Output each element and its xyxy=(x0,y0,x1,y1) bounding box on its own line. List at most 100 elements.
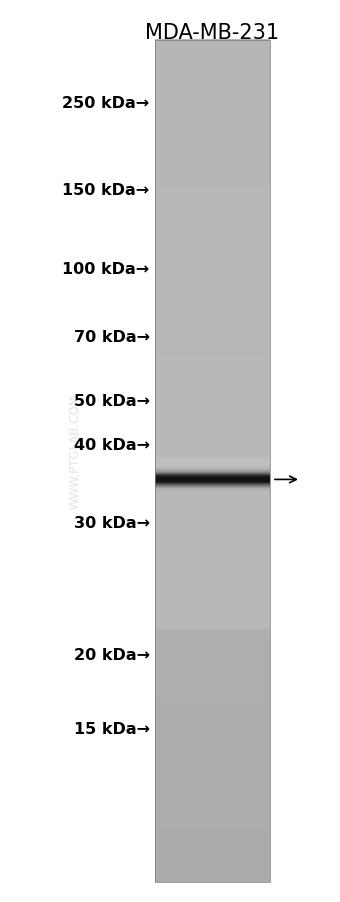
Bar xyxy=(155,345,270,356)
Bar xyxy=(155,476,270,477)
Bar xyxy=(155,485,270,486)
Bar xyxy=(155,468,270,469)
Bar xyxy=(155,155,270,167)
Bar xyxy=(155,478,270,479)
Bar xyxy=(155,492,270,503)
Bar xyxy=(155,629,270,640)
Bar xyxy=(155,839,270,851)
Bar xyxy=(155,807,270,819)
Bar xyxy=(155,187,270,198)
Bar xyxy=(155,166,270,178)
Bar xyxy=(155,103,270,115)
Bar xyxy=(155,492,270,493)
Bar xyxy=(155,555,270,566)
Bar xyxy=(155,460,270,472)
Bar xyxy=(155,502,270,514)
Bar xyxy=(155,473,270,474)
Bar xyxy=(155,470,270,471)
Bar xyxy=(155,366,270,377)
Bar xyxy=(155,469,270,470)
Text: 50 kDa→: 50 kDa→ xyxy=(73,393,150,409)
Bar xyxy=(155,477,270,478)
Bar xyxy=(155,481,270,482)
Bar xyxy=(155,450,270,462)
Bar xyxy=(155,41,270,882)
Bar xyxy=(155,671,270,682)
Text: 30 kDa→: 30 kDa→ xyxy=(73,515,150,530)
Bar xyxy=(155,419,270,430)
Bar xyxy=(155,482,270,492)
Bar xyxy=(155,229,270,241)
Text: 250 kDa→: 250 kDa→ xyxy=(63,97,150,111)
Bar xyxy=(155,467,270,468)
Bar xyxy=(155,471,270,483)
Bar xyxy=(155,324,270,336)
Bar xyxy=(155,477,270,478)
Bar xyxy=(155,861,270,871)
Bar xyxy=(155,51,270,61)
Bar xyxy=(155,281,270,293)
Bar xyxy=(155,480,270,481)
Bar xyxy=(155,335,270,345)
Bar xyxy=(155,734,270,745)
Bar xyxy=(155,124,270,135)
Bar xyxy=(155,481,270,482)
Bar xyxy=(155,470,270,471)
Bar xyxy=(155,486,270,487)
Bar xyxy=(155,387,270,399)
Bar xyxy=(155,208,270,219)
Bar xyxy=(155,292,270,304)
Text: 100 kDa→: 100 kDa→ xyxy=(63,262,150,277)
Bar xyxy=(155,398,270,409)
Bar xyxy=(155,483,270,484)
Text: 15 kDa→: 15 kDa→ xyxy=(73,722,150,736)
Bar xyxy=(155,479,270,480)
Bar xyxy=(155,490,270,491)
Text: WWW.PTGLAB.COM: WWW.PTGLAB.COM xyxy=(68,393,81,509)
Bar xyxy=(155,489,270,490)
Bar xyxy=(155,313,270,325)
Bar xyxy=(155,355,270,367)
Bar xyxy=(155,523,270,535)
Bar xyxy=(155,566,270,577)
Bar xyxy=(155,513,270,524)
Bar xyxy=(155,487,270,488)
Bar xyxy=(155,114,270,124)
Bar xyxy=(155,692,270,704)
Bar xyxy=(155,474,270,475)
Bar xyxy=(155,766,270,777)
Bar xyxy=(155,240,270,251)
Bar xyxy=(155,466,270,467)
Bar xyxy=(155,134,270,146)
Bar xyxy=(155,469,270,470)
Bar xyxy=(155,545,270,556)
Bar xyxy=(155,480,270,481)
Bar xyxy=(155,472,270,473)
Bar xyxy=(155,744,270,756)
Bar xyxy=(155,482,270,483)
Bar xyxy=(155,485,270,486)
Bar xyxy=(155,484,270,485)
Bar xyxy=(155,471,270,472)
Bar xyxy=(155,458,270,468)
Text: 40 kDa→: 40 kDa→ xyxy=(73,437,150,452)
Bar xyxy=(155,776,270,787)
Bar xyxy=(155,818,270,830)
Bar xyxy=(155,597,270,609)
Bar xyxy=(155,534,270,546)
Bar xyxy=(155,71,270,83)
Bar xyxy=(155,491,270,492)
Bar xyxy=(155,829,270,840)
Bar xyxy=(155,713,270,724)
Bar xyxy=(155,850,270,861)
Bar xyxy=(155,488,270,489)
Bar xyxy=(155,479,270,480)
Bar xyxy=(155,487,270,488)
Bar xyxy=(155,586,270,598)
Bar xyxy=(155,640,270,650)
Bar xyxy=(155,660,270,672)
Bar xyxy=(155,649,270,661)
Bar xyxy=(155,145,270,156)
Bar xyxy=(155,492,270,493)
Bar xyxy=(155,472,270,473)
